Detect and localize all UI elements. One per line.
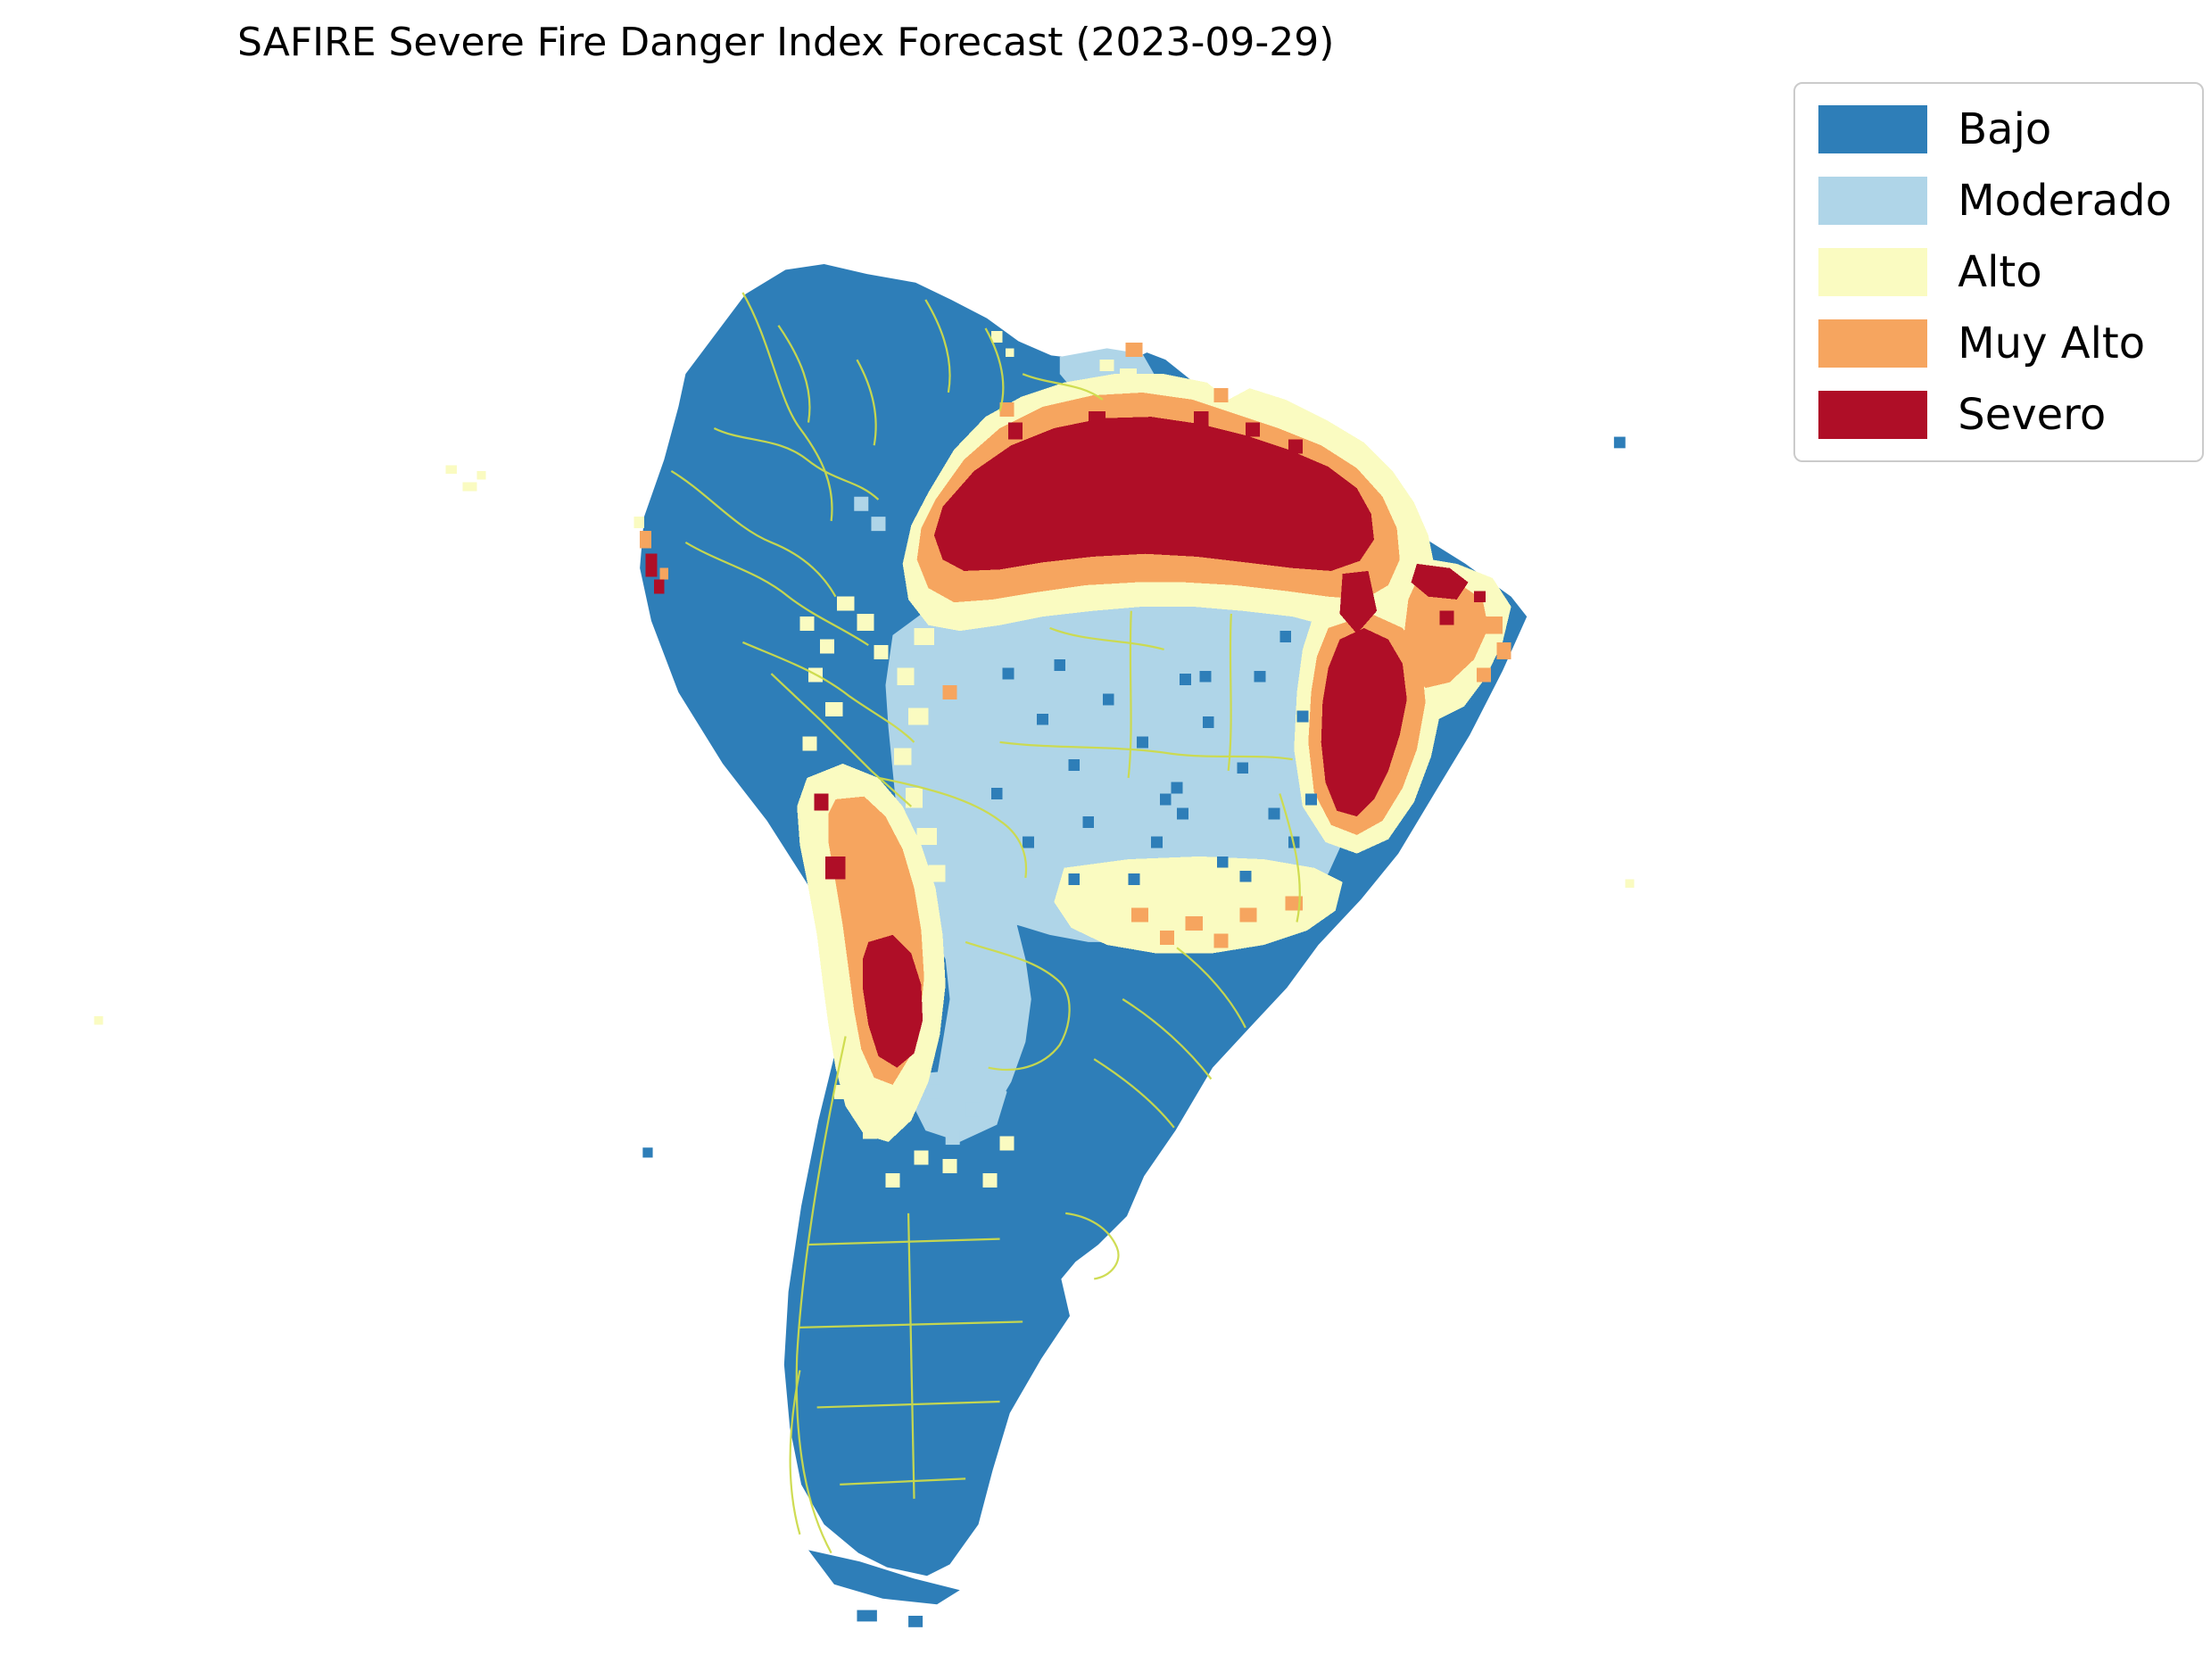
legend-swatch-alto <box>1818 248 1928 296</box>
legend-label-moderado: Moderado <box>1958 176 2172 226</box>
legend-item-muy-alto: Muy Alto <box>1818 319 2172 368</box>
map-bajo-speckles <box>990 631 1317 885</box>
legend-label-alto: Alto <box>1958 247 2042 297</box>
legend-label-muy-alto: Muy Alto <box>1958 319 2146 368</box>
admin-boundaries <box>670 292 1301 1554</box>
legend-swatch-bajo <box>1818 105 1928 153</box>
legend-label-severo: Severo <box>1958 390 2107 440</box>
legend-swatch-severo <box>1818 391 1928 439</box>
legend-swatch-muy-alto <box>1818 319 1928 368</box>
figure-title: SAFIRE Severe Fire Danger Index Forecast… <box>237 20 1335 65</box>
legend-item-severo: Severo <box>1818 391 2172 439</box>
legend-item-bajo: Bajo <box>1818 105 2172 153</box>
legend-item-alto: Alto <box>1818 248 2172 296</box>
legend-label-bajo: Bajo <box>1958 104 2052 154</box>
legend: Bajo Moderado Alto Muy Alto Severo <box>1793 82 2204 462</box>
legend-item-moderado: Moderado <box>1818 177 2172 225</box>
legend-swatch-moderado <box>1818 177 1928 225</box>
map-layer-severo <box>645 410 1486 1068</box>
